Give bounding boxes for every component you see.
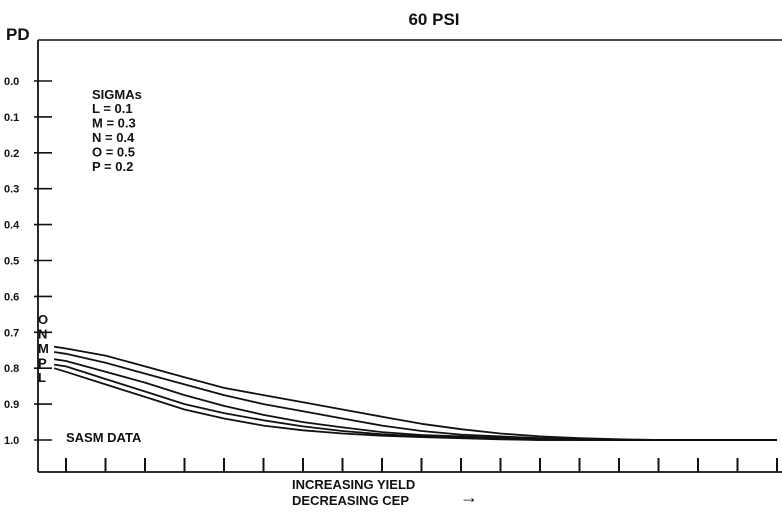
legend-entry: M = 0.3 [92, 116, 136, 131]
y-tick-label: 0.0 [4, 76, 19, 88]
y-tick-label: 0.4 [4, 220, 20, 232]
legend-entries: L = 0.1M = 0.3N = 0.4O = 0.5P = 0.2 [92, 101, 136, 174]
series-label-o: O [38, 312, 48, 327]
legend-entry: O = 0.5 [92, 145, 135, 160]
x-ticks [65, 458, 778, 472]
legend-entry: P = 0.2 [92, 159, 133, 174]
series-line-l [53, 367, 777, 441]
y-tick-label: 0.1 [4, 112, 19, 124]
y-tick-label: 0.8 [4, 363, 19, 375]
series-line-o [53, 345, 777, 441]
series-label-p: P [38, 356, 47, 371]
y-tick-label: 0.2 [4, 148, 19, 160]
y-axis-label: PD [6, 25, 30, 44]
x-direction-arrow: → [460, 487, 478, 507]
y-ticks: 0.0 0.1 0.2 0.3 0.4 0.5 0.6 0.7 0.8 0.9 1.0 [4, 76, 52, 447]
series-label-m: M [38, 341, 49, 356]
series-lines [53, 345, 777, 441]
y-tick-label: 0.9 [4, 399, 19, 411]
legend-title: SIGMAs [92, 87, 142, 102]
legend-entry: N = 0.4 [92, 130, 135, 145]
x-label-line-2: DECREASING CEP [292, 493, 409, 508]
series-line-n [53, 351, 777, 441]
x-label-line-1: INCREASING YIELD [292, 477, 415, 492]
y-tick-label: 0.5 [4, 256, 19, 268]
annotation-sasm: SASM DATA [66, 430, 142, 445]
y-tick-label: 0.7 [4, 327, 19, 339]
legend-entry: L = 0.1 [92, 101, 133, 116]
y-tick-label: 1.0 [4, 435, 19, 447]
chart-title: 60 PSI [408, 10, 459, 29]
series-label-l: L [38, 370, 46, 385]
y-tick-label: 0.3 [4, 184, 19, 196]
y-tick-label: 0.6 [4, 291, 19, 303]
series-label-n: N [38, 327, 47, 342]
